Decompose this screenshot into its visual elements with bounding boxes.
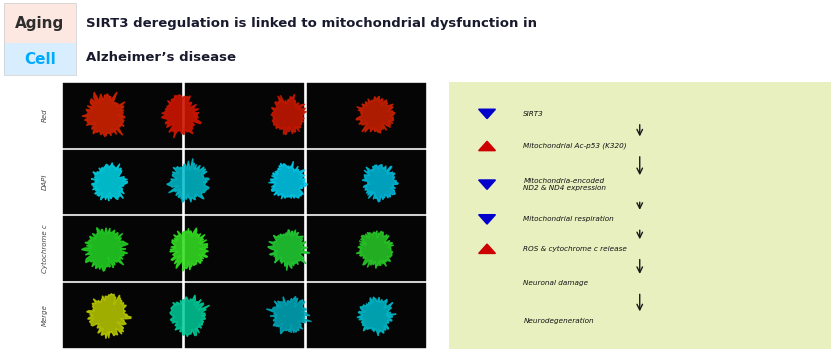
Polygon shape [478, 109, 496, 119]
Polygon shape [169, 228, 208, 271]
Polygon shape [91, 163, 128, 201]
Polygon shape [86, 294, 131, 339]
Bar [307, 150, 426, 214]
Text: Mitochondrial Ac-p53 (K320): Mitochondrial Ac-p53 (K320) [524, 143, 627, 149]
Bar [307, 216, 426, 281]
Text: Alzheimer’s disease: Alzheimer’s disease [86, 51, 236, 64]
Polygon shape [81, 227, 128, 271]
Polygon shape [478, 215, 496, 224]
Bar [185, 83, 304, 147]
Text: DAPI: DAPI [42, 174, 49, 190]
Text: Mitochondria-encoded
ND2 & ND4 expression: Mitochondria-encoded ND2 & ND4 expressio… [524, 178, 607, 191]
Polygon shape [161, 95, 201, 138]
Polygon shape [478, 180, 496, 189]
Text: Cell: Cell [24, 52, 56, 67]
Polygon shape [266, 296, 311, 334]
Bar [63, 83, 182, 147]
Bar [185, 216, 304, 281]
Text: ROS & cytochrome c release: ROS & cytochrome c release [524, 246, 628, 252]
Text: Cytochrome c: Cytochrome c [42, 224, 49, 273]
Text: Red: Red [42, 109, 49, 122]
Polygon shape [357, 297, 396, 336]
Polygon shape [268, 161, 308, 199]
Text: Mitochondrial respiration: Mitochondrial respiration [524, 216, 614, 222]
Polygon shape [170, 295, 210, 336]
Polygon shape [167, 158, 209, 202]
Bar [307, 283, 426, 348]
Polygon shape [268, 230, 310, 271]
Text: SIRT3: SIRT3 [524, 111, 544, 117]
Bar [63, 216, 182, 281]
FancyBboxPatch shape [441, 74, 838, 356]
Polygon shape [478, 244, 496, 253]
Bar [185, 150, 304, 214]
Polygon shape [478, 141, 496, 151]
Text: SIRT3 deregulation is linked to mitochondrial dysfunction in: SIRT3 deregulation is linked to mitochon… [86, 17, 537, 30]
Polygon shape [362, 164, 399, 202]
Polygon shape [82, 92, 125, 136]
Polygon shape [356, 231, 393, 268]
FancyBboxPatch shape [4, 43, 76, 75]
Bar [63, 150, 182, 214]
Text: Aging: Aging [15, 16, 65, 31]
Bar [307, 83, 426, 147]
Bar [63, 283, 182, 348]
Text: Merge: Merge [42, 305, 49, 326]
FancyBboxPatch shape [4, 3, 76, 43]
Polygon shape [271, 94, 306, 135]
Polygon shape [356, 96, 395, 134]
Text: Neuronal damage: Neuronal damage [524, 281, 588, 287]
Bar [185, 283, 304, 348]
Text: Neurodegeneration: Neurodegeneration [524, 318, 594, 324]
